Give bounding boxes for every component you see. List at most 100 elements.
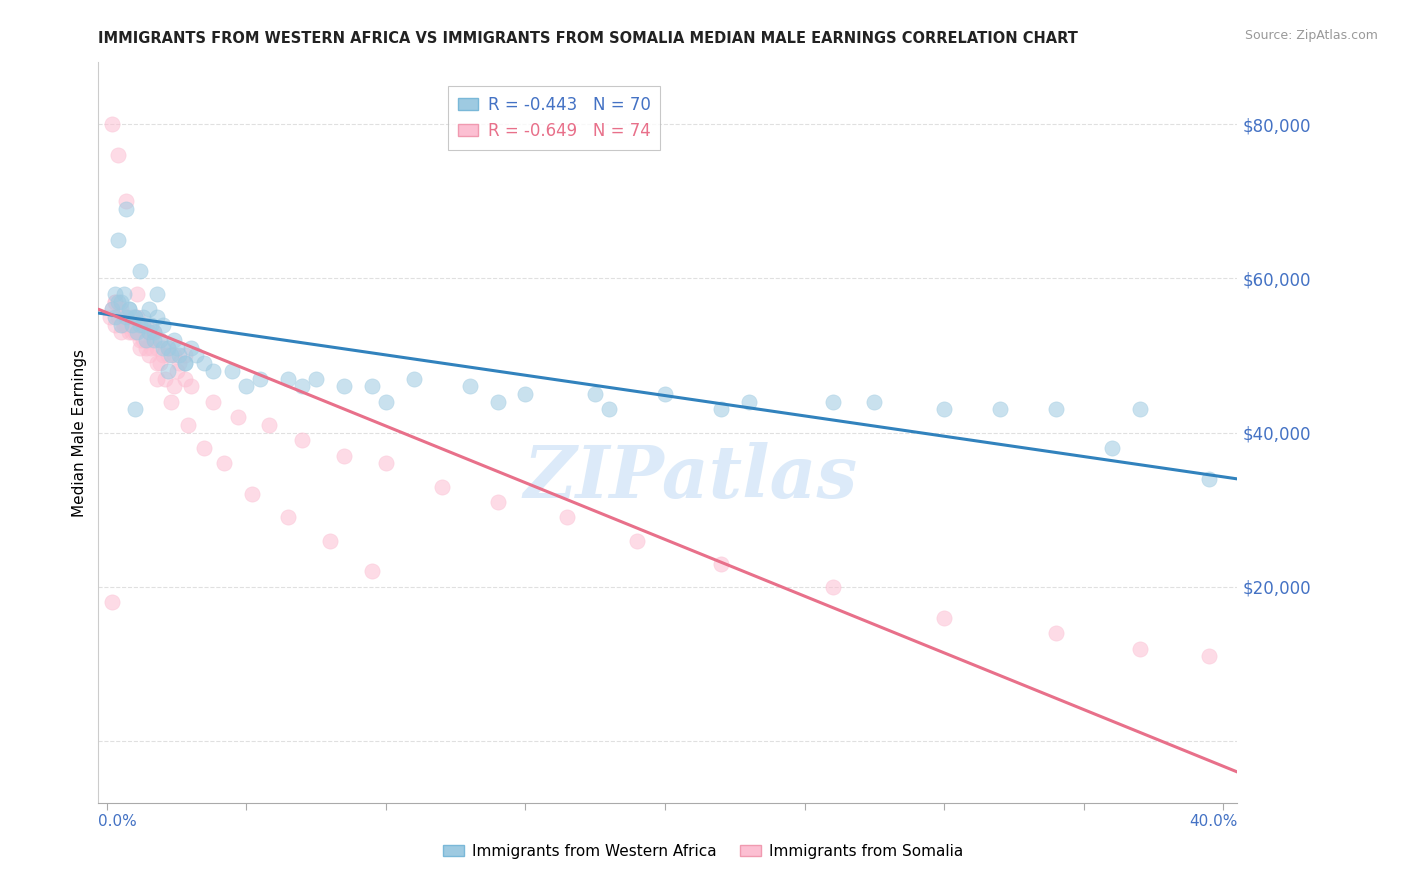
Text: IMMIGRANTS FROM WESTERN AFRICA VS IMMIGRANTS FROM SOMALIA MEDIAN MALE EARNINGS C: IMMIGRANTS FROM WESTERN AFRICA VS IMMIGR… — [98, 31, 1078, 46]
Point — [124, 310, 146, 324]
Point — [174, 356, 197, 370]
Point — [710, 557, 733, 571]
Point — [110, 318, 132, 332]
Point — [291, 434, 314, 448]
Point — [143, 326, 166, 340]
Point — [174, 356, 197, 370]
Point — [402, 371, 425, 385]
Point — [174, 349, 197, 363]
Point — [132, 318, 155, 332]
Point — [163, 349, 186, 363]
Point — [221, 364, 243, 378]
Point — [138, 302, 160, 317]
Point — [149, 356, 172, 370]
Point — [101, 302, 124, 317]
Point — [146, 356, 169, 370]
Point — [104, 294, 127, 309]
Point — [583, 387, 606, 401]
Point — [146, 310, 169, 324]
Point — [235, 379, 257, 393]
Point — [112, 286, 135, 301]
Point — [184, 349, 207, 363]
Point — [988, 402, 1011, 417]
Point — [863, 394, 886, 409]
Point — [101, 595, 124, 609]
Point — [319, 533, 342, 548]
Point — [201, 394, 224, 409]
Point — [361, 379, 384, 393]
Point — [118, 302, 141, 317]
Point — [169, 349, 191, 363]
Point — [152, 341, 174, 355]
Point — [127, 310, 149, 324]
Point — [169, 356, 191, 370]
Point — [141, 341, 163, 355]
Point — [515, 387, 537, 401]
Point — [738, 394, 761, 409]
Text: ZIPatlas: ZIPatlas — [523, 442, 858, 513]
Point — [138, 349, 160, 363]
Point — [115, 310, 138, 324]
Point — [101, 302, 124, 317]
Point — [626, 533, 648, 548]
Point — [146, 341, 169, 355]
Point — [124, 310, 146, 324]
Point — [557, 510, 579, 524]
Text: 40.0%: 40.0% — [1189, 814, 1237, 830]
Point — [486, 495, 509, 509]
Point — [361, 565, 384, 579]
Point — [115, 202, 138, 216]
Point — [193, 441, 215, 455]
Point — [110, 302, 132, 317]
Point — [821, 394, 844, 409]
Point — [305, 371, 328, 385]
Point — [112, 318, 135, 332]
Point — [1198, 472, 1220, 486]
Point — [141, 318, 163, 332]
Point — [180, 341, 202, 355]
Point — [121, 326, 143, 340]
Point — [135, 341, 157, 355]
Point — [163, 379, 186, 393]
Point — [174, 371, 197, 385]
Point — [249, 371, 271, 385]
Point — [138, 326, 160, 340]
Point — [277, 510, 299, 524]
Point — [163, 333, 186, 347]
Point — [821, 580, 844, 594]
Point — [129, 318, 152, 332]
Point — [124, 326, 146, 340]
Point — [193, 356, 215, 370]
Point — [132, 333, 155, 347]
Point — [115, 194, 138, 209]
Point — [1129, 641, 1152, 656]
Point — [1045, 626, 1067, 640]
Point — [124, 326, 146, 340]
Point — [240, 487, 263, 501]
Point — [155, 371, 177, 385]
Point — [177, 417, 200, 432]
Text: Source: ZipAtlas.com: Source: ZipAtlas.com — [1244, 29, 1378, 42]
Point — [152, 318, 174, 332]
Point — [132, 318, 155, 332]
Point — [430, 480, 453, 494]
Point — [1045, 402, 1067, 417]
Point — [598, 402, 620, 417]
Point — [157, 341, 180, 355]
Point — [104, 286, 127, 301]
Point — [110, 294, 132, 309]
Point — [374, 457, 396, 471]
Point — [333, 379, 356, 393]
Point — [143, 333, 166, 347]
Point — [212, 457, 235, 471]
Point — [291, 379, 314, 393]
Point — [710, 402, 733, 417]
Point — [152, 349, 174, 363]
Legend: R = -0.443   N = 70, R = -0.649   N = 74: R = -0.443 N = 70, R = -0.649 N = 74 — [447, 86, 661, 150]
Point — [101, 117, 124, 131]
Point — [135, 333, 157, 347]
Point — [257, 417, 280, 432]
Point — [98, 310, 121, 324]
Point — [132, 310, 155, 324]
Point — [160, 394, 183, 409]
